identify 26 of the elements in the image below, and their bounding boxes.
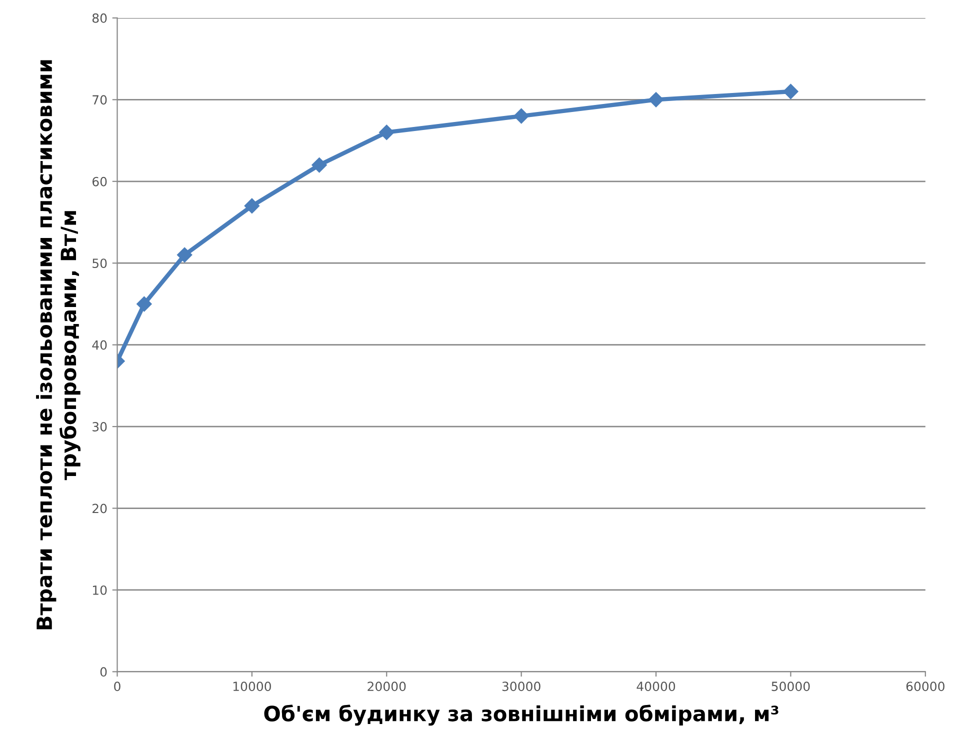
y-tick-label: 0 xyxy=(100,667,107,677)
x-tick-label: 60000 xyxy=(906,682,944,692)
x-tick-label: 50000 xyxy=(772,682,810,692)
point xyxy=(379,124,394,140)
x-axis-title: Об'єм будинку за зовнішніми обмірами, м³ xyxy=(264,704,778,726)
point xyxy=(136,296,152,312)
point xyxy=(177,247,192,263)
y-tick-label: 30 xyxy=(92,422,107,432)
y-tick-label: 10 xyxy=(92,585,107,595)
y-tick-label: 60 xyxy=(92,176,107,186)
point xyxy=(244,198,260,214)
y-tick-label: 40 xyxy=(92,340,107,350)
x-tick-label: 10000 xyxy=(233,682,271,692)
point xyxy=(514,108,529,124)
y-axis-title: Втрати теплоти не ізольованими пластиковими трубопроводами, Вт/м xyxy=(36,60,81,630)
y-tick-label: 50 xyxy=(92,258,107,268)
x-tick-label: 40000 xyxy=(636,682,676,692)
point xyxy=(312,157,327,173)
y-tick-label: 20 xyxy=(92,504,107,514)
y-tick-label: 70 xyxy=(92,95,107,105)
y-tick-label: 80 xyxy=(92,13,107,23)
x-tick-label: 30000 xyxy=(502,682,540,692)
x-tick-label: 0 xyxy=(114,682,120,692)
point xyxy=(783,84,798,100)
x-tick-label: 20000 xyxy=(368,682,406,692)
point xyxy=(648,92,664,108)
